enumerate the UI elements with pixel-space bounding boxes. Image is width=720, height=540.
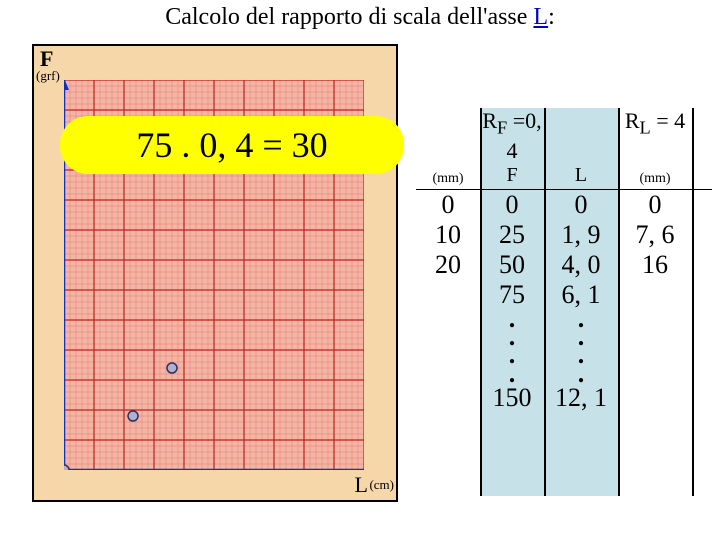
table-row: 150 12, 1 <box>416 383 712 413</box>
cell: . <box>480 365 544 383</box>
cell: 1, 9 <box>544 220 618 250</box>
cell: . <box>544 365 618 383</box>
rl-r: R <box>625 108 640 133</box>
table-row-dots: .. <box>416 346 712 364</box>
cell: 0 <box>416 190 480 220</box>
cell: 12, 1 <box>544 383 618 413</box>
title-prefix: Calcolo del rapporto di scala dell'asse <box>165 4 533 30</box>
data-table: RF =0, 4 RL = 4 (mm) F L (mm) 0 0 0 0 10… <box>416 108 712 508</box>
chart-frame: F (grf) L (cm) <box>32 44 398 502</box>
table-header-top: RF =0, 4 RL = 4 <box>416 108 712 164</box>
title-suffix: : <box>548 4 555 30</box>
cell: 0 <box>544 190 618 220</box>
title-underline: L <box>533 4 548 30</box>
axis-unit-f: (grf) <box>36 68 60 84</box>
cell: 10 <box>416 220 480 250</box>
hdr-l: L <box>544 164 618 187</box>
page-title: Calcolo del rapporto di scala dell'asse … <box>0 0 720 35</box>
vline-4 <box>692 108 694 496</box>
equation-box: 75 . 0, 4 = 30 <box>60 116 404 174</box>
hdr-f: F <box>480 164 544 187</box>
vline-3 <box>618 108 620 496</box>
equation-text: 75 . 0, 4 = 30 <box>136 124 327 166</box>
table-row-dots: .. <box>416 328 712 346</box>
vline-2 <box>544 108 546 496</box>
axis-unit-l: (cm) <box>369 477 394 493</box>
rf-sub: F <box>497 117 507 137</box>
vline-1 <box>480 108 482 496</box>
cell <box>416 280 480 310</box>
cell: 20 <box>416 250 480 280</box>
hdr-mm-2: (mm) <box>618 171 692 187</box>
cell: 7, 6 <box>618 220 692 250</box>
cell: 0 <box>480 190 544 220</box>
rl-header: RL = 4 <box>618 108 692 164</box>
rl-sub: L <box>640 117 651 137</box>
axis-label-l: L <box>355 472 368 498</box>
table-row: 20 50 4, 0 16 <box>416 250 712 280</box>
table-header-sub: (mm) F L (mm) <box>416 164 712 190</box>
cell: 16 <box>618 250 692 280</box>
hdr-mm-1: (mm) <box>416 171 480 187</box>
cell: 50 <box>480 250 544 280</box>
rf-r: R <box>482 108 497 133</box>
cell: 4, 0 <box>544 250 618 280</box>
table-row: 10 25 1, 9 7, 6 <box>416 220 712 250</box>
table-row: 0 0 0 0 <box>416 190 712 220</box>
table-row-dots: .. <box>416 365 712 383</box>
table-row: 75 6, 1 <box>416 280 712 310</box>
cell: 0 <box>618 190 692 220</box>
cell: 150 <box>480 383 544 413</box>
cell: 25 <box>480 220 544 250</box>
rf-val: =0, 4 <box>507 108 542 163</box>
rl-val: = 4 <box>651 108 685 133</box>
table-row-dots: .. <box>416 310 712 328</box>
table-body: 0 0 0 0 10 25 1, 9 7, 6 20 50 4, 0 16 75… <box>416 190 712 412</box>
rf-header: RF =0, 4 <box>480 108 544 164</box>
cell <box>618 280 692 310</box>
